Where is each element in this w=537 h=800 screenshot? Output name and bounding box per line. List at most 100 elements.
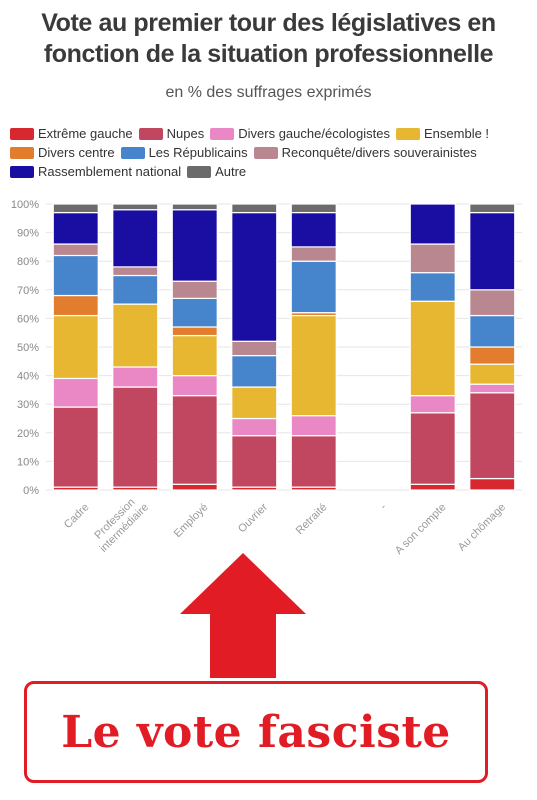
- x-tick-label: Au chômage: [456, 501, 508, 553]
- bar-segment: [52, 377, 99, 408]
- bar-segment: [112, 386, 159, 488]
- bar-segment: [231, 386, 278, 420]
- legend-label: Autre: [215, 164, 247, 179]
- y-tick-label: 50%: [17, 342, 39, 354]
- x-tick-label-line: Employé: [172, 501, 211, 540]
- x-tick-label: -: [378, 501, 389, 512]
- x-tick-label-line: Au chômage: [456, 501, 508, 553]
- bar-segment: [409, 203, 456, 245]
- x-tick-labels: Cadre Professionintermédiaire Employé Ouvri…: [62, 492, 508, 557]
- bar-segment: [409, 483, 456, 491]
- bar-segment: [290, 314, 337, 417]
- bar-segment: [52, 254, 99, 297]
- bar-segment: [112, 209, 159, 268]
- chart-title-line-1: Vote au premier tour des législatives en: [41, 9, 496, 37]
- y-tick-labels: 0% 10% 20% 30% 40% 50% 60% 70% 80% 90% 100%: [11, 199, 39, 497]
- up-arrow-shape: [180, 553, 306, 678]
- legend-item-rassemblement-national: Rassemblement national: [10, 162, 181, 181]
- bar-segment: [52, 243, 99, 257]
- y-tick-label: 40%: [17, 371, 39, 383]
- bar-segment: [409, 395, 456, 414]
- bar-segment: [112, 366, 159, 388]
- bar-segment: [171, 375, 218, 397]
- legend-label: Les Républicains: [148, 145, 248, 160]
- stacked-bar-chart: 0% 10% 20% 30% 40% 50% 60% 70% 80% 90% 100% Cadre P…: [11, 199, 522, 557]
- legend-label: Extrême gauche: [38, 126, 133, 141]
- x-tick-label-line: -: [378, 501, 389, 512]
- legend-row: Rassemblement national Autre: [10, 162, 530, 181]
- legend-row: Extrême gauche Nupes Divers gauche/écolo…: [10, 124, 530, 143]
- legend-item-ensemble: Ensemble !: [396, 124, 489, 143]
- bar-segment: [469, 203, 516, 214]
- bar-segment: [290, 211, 337, 248]
- legend-item-divers-gauche: Divers gauche/écologistes: [210, 124, 390, 143]
- legend-swatch: [210, 127, 235, 140]
- bar-segment: [171, 483, 218, 491]
- x-tick-label: Retraité: [294, 501, 330, 537]
- y-tick-label: 100%: [11, 199, 39, 211]
- legend-swatch: [10, 146, 34, 159]
- x-tick-label: Professionintermédiaire: [88, 492, 151, 555]
- bar-segment: [469, 363, 516, 385]
- legend-swatch: [10, 165, 34, 178]
- legend-item-les-republicains: Les Républicains: [120, 143, 248, 162]
- chart-title-line-2: fonction de la situation professionnelle: [43, 40, 494, 68]
- legend-label: Divers gauche/écologistes: [238, 126, 390, 141]
- bar-segment: [469, 392, 516, 480]
- y-tick-label: 80%: [17, 256, 39, 268]
- bar-segment: [409, 243, 456, 274]
- bar-segment: [52, 406, 99, 488]
- bar-segment: [231, 435, 278, 488]
- bar-segment: [231, 354, 278, 388]
- bar-segment: [469, 289, 516, 317]
- bar-segment: [171, 334, 218, 377]
- bar-segment: [171, 326, 218, 337]
- bar-segment: [171, 209, 218, 282]
- bar-segment: [469, 346, 516, 365]
- y-tick-label: 90%: [17, 228, 39, 240]
- legend-label: Ensemble !: [424, 126, 490, 141]
- x-tick-label-line: Retraité: [294, 501, 330, 537]
- x-tick-label: Employé: [172, 501, 211, 540]
- y-tick-label: 30%: [17, 399, 39, 411]
- bar-segment: [171, 203, 218, 211]
- legend-swatch: [396, 127, 420, 140]
- bar-segment: [469, 477, 516, 491]
- bar-segment: [52, 211, 99, 245]
- bar-segment: [469, 383, 516, 394]
- bar-segment: [409, 300, 456, 397]
- chart-subtitle: en % des suffrages exprimés: [165, 84, 372, 101]
- bar-segment: [112, 266, 159, 277]
- y-tick-label: 20%: [17, 428, 39, 440]
- bar-segment: [112, 274, 159, 305]
- y-tick-label: 10%: [17, 456, 39, 468]
- legend-swatch: [187, 165, 212, 178]
- banner-text: Le vote fasciste: [61, 706, 451, 758]
- bar-segment: [290, 415, 337, 437]
- legend-label: Rassemblement national: [38, 164, 182, 179]
- x-tick-label-line: Ouvrier: [236, 501, 270, 535]
- bar-segment: [231, 203, 278, 214]
- legend-label: Reconquête/divers souverainistes: [281, 145, 477, 160]
- legend-swatch: [120, 146, 145, 159]
- legend-row: Divers centre Les Républicains Reconquêt…: [10, 143, 530, 162]
- bar-segment: [231, 417, 278, 437]
- legend-swatch: [10, 127, 34, 140]
- bars: [52, 203, 516, 491]
- bar-segment: [171, 395, 218, 485]
- bar-segment: [409, 412, 456, 485]
- banner: Le vote fasciste: [24, 681, 488, 783]
- bar-segment: [52, 314, 99, 380]
- bar-segment: [231, 211, 278, 342]
- legend-label: Divers centre: [38, 145, 115, 160]
- bar-segment: [290, 203, 337, 214]
- chart-title: Vote au premier tour des législatives en…: [0, 8, 537, 70]
- legend-swatch: [253, 146, 278, 159]
- x-tick-label-line: A son compte: [393, 501, 449, 557]
- bar-segment: [290, 260, 337, 314]
- bar-segment: [112, 203, 159, 211]
- x-tick-label: A son compte: [393, 501, 449, 557]
- bar-segment: [52, 294, 99, 317]
- legend-item-reconquete: Reconquête/divers souverainistes: [253, 143, 477, 162]
- legend-item-extreme-gauche: Extrême gauche: [10, 124, 133, 143]
